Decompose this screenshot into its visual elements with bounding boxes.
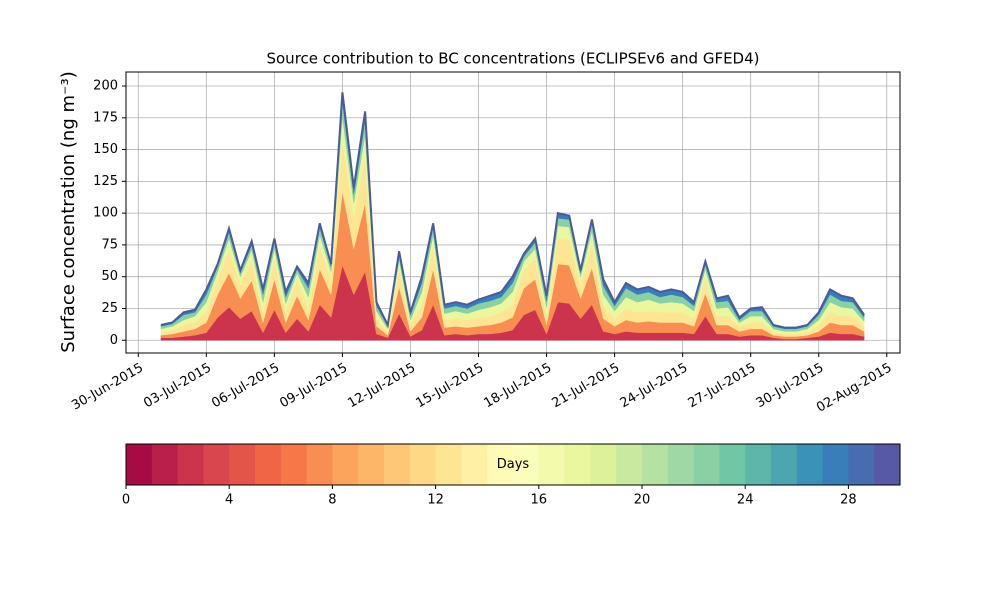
colorbar-cell: [564, 444, 591, 485]
colorbar-tick-label: 4: [225, 493, 233, 508]
y-tick-label: 200: [93, 78, 118, 93]
colorbar-cell: [306, 444, 333, 485]
colorbar-tick-label: 8: [328, 493, 336, 508]
x-tick-label: 02-Aug-2015: [814, 361, 894, 416]
axes-frame: [125, 71, 901, 354]
colorbar-cell: [151, 444, 179, 485]
colorbar-tick-label: 24: [737, 493, 754, 508]
colorbar-cell: [461, 444, 488, 485]
y-tick-label: 75: [101, 237, 118, 252]
y-tick-label: 100: [93, 206, 118, 221]
chart-title: Source contribution to BC concentrations…: [266, 50, 759, 68]
colorbar-cell: [203, 444, 230, 485]
colorbar-cell: [745, 444, 772, 485]
colorbar-cell: [822, 444, 849, 485]
colorbar-cell: [590, 444, 617, 485]
colorbar-cell: [280, 444, 308, 485]
y-tick-label: 175: [93, 110, 118, 125]
colorbar-cell: [332, 444, 359, 485]
x-tick-label: 18-Jul-2015: [481, 361, 554, 412]
colorbar-cell: [177, 444, 204, 485]
colorbar-cell: [693, 444, 720, 485]
colorbar-tick-label: 20: [634, 493, 651, 508]
colorbar-cell: [796, 444, 824, 485]
colorbar-cell: [229, 444, 256, 485]
area-edge: [160, 92, 865, 329]
colorbar-cell: [874, 444, 901, 485]
colorbar-cell: [513, 444, 540, 485]
colorbar-tick-label: 0: [122, 493, 130, 508]
y-tick-label: 50: [101, 269, 118, 284]
x-tick-label: 30-Jun-2015: [69, 361, 146, 414]
colorbar-cell: [384, 444, 411, 485]
colorbar-cell: [538, 444, 566, 485]
colorbar-tick-label: 12: [427, 493, 444, 508]
x-tick-label: 12-Jul-2015: [345, 361, 418, 412]
colorbar-cell: [642, 444, 669, 485]
y-tick-label: 0: [110, 333, 118, 348]
y-tick-label: 25: [101, 301, 118, 316]
colorbar-cell: [667, 444, 695, 485]
colorbar-label: Days: [497, 457, 530, 472]
colorbar-cell: [848, 444, 875, 485]
colorbar-cell: [771, 444, 798, 485]
colorbar-cell: [358, 444, 385, 485]
y-axis-label: Surface concentration (ng m⁻³): [58, 71, 79, 353]
colorbar-tick-label: 28: [840, 493, 857, 508]
colorbar-cell: [255, 444, 282, 485]
x-tick-label: 24-Jul-2015: [618, 361, 691, 412]
colorbar-cell: [719, 444, 746, 485]
x-tick-label: 21-Jul-2015: [550, 361, 623, 412]
plot-area: [160, 92, 865, 341]
y-tick-label: 125: [93, 174, 118, 189]
x-tick-label: 09-Jul-2015: [277, 361, 350, 412]
colorbar-cell: [487, 444, 514, 485]
colorbar-tick-label: 16: [531, 493, 548, 508]
colorbar: Days 0 4 8 12 16 20 24 28: [122, 443, 901, 508]
x-tick-label: 06-Jul-2015: [209, 361, 282, 412]
colorbar-cell: [409, 444, 437, 485]
x-tick-label: 03-Jul-2015: [141, 361, 214, 412]
colorbar-cell: [616, 444, 643, 485]
x-tick-label: 15-Jul-2015: [413, 361, 486, 412]
colorbar-cell: [126, 444, 153, 485]
x-tick-label: 27-Jul-2015: [686, 361, 759, 412]
colorbar-cell: [435, 444, 462, 485]
colorbar-frame: [125, 443, 901, 486]
y-tick-label: 150: [93, 142, 118, 157]
